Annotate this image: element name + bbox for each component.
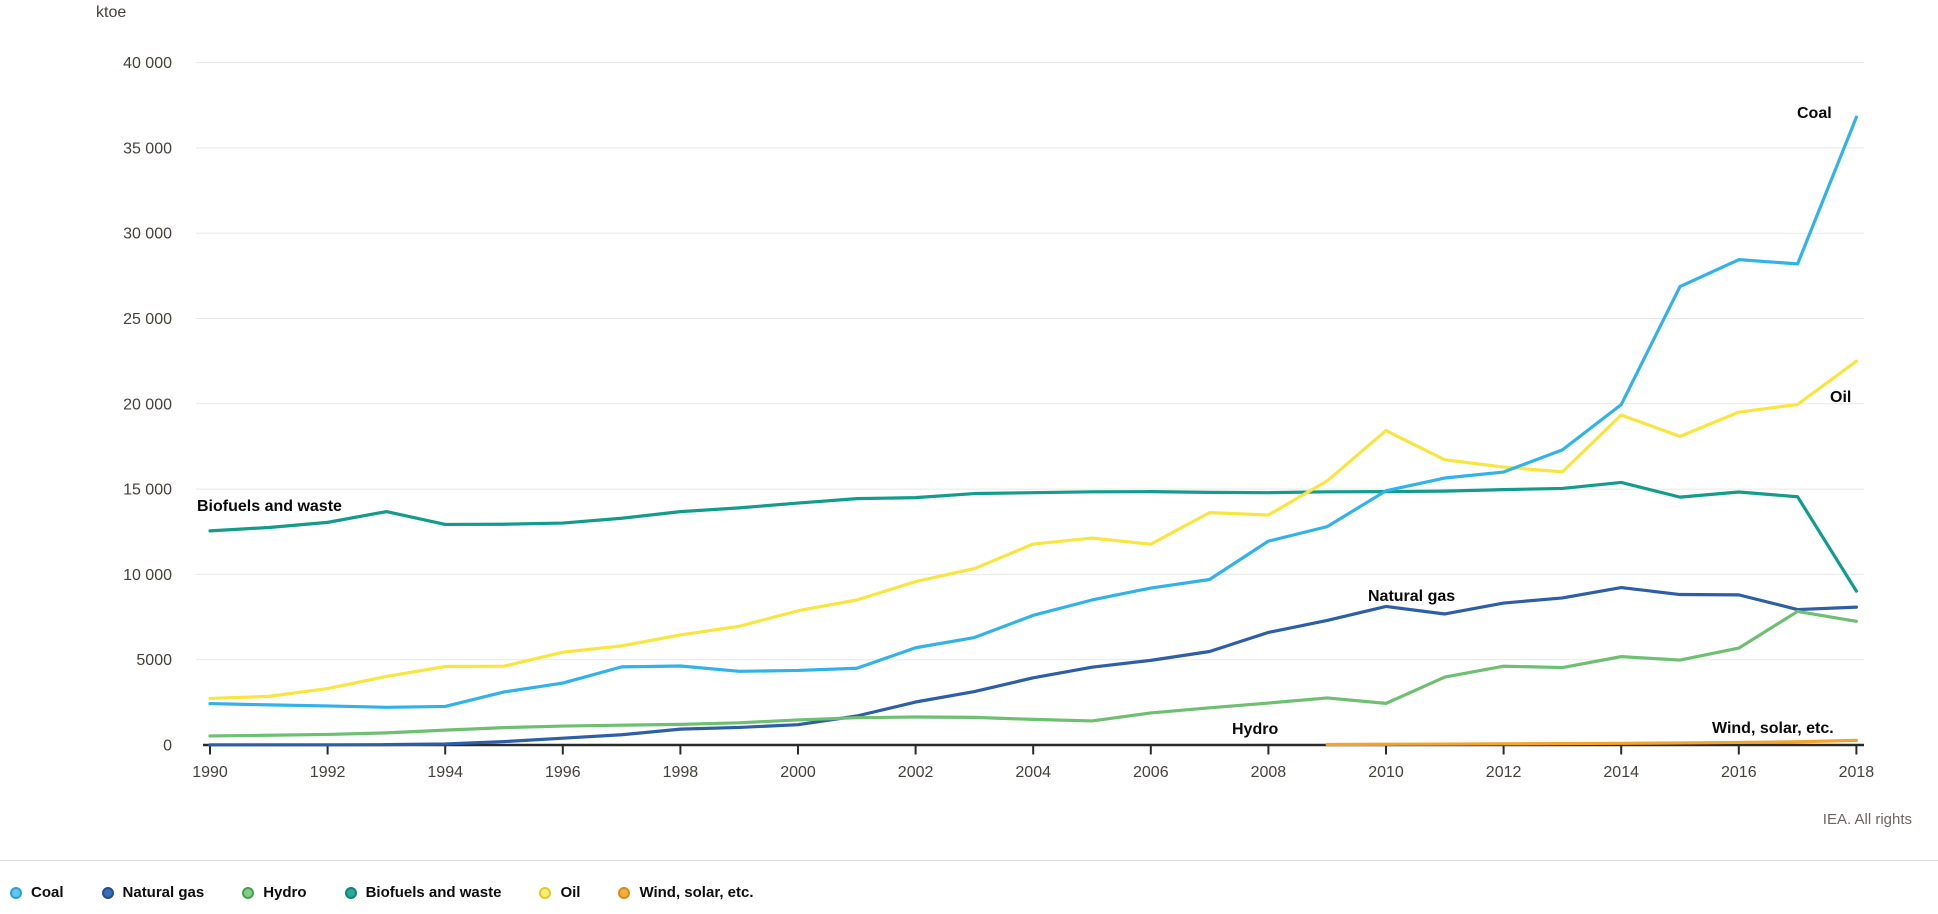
y-tick-label-20000: 20 000	[123, 396, 172, 413]
series-label-coal: Coal	[1797, 105, 1832, 122]
legend-item-biofuels-and-waste[interactable]: Biofuels and waste	[344, 884, 502, 901]
series-label-oil: Oil	[1830, 389, 1851, 406]
series-label-hydro: Hydro	[1232, 721, 1278, 738]
x-tick-label-2012: 2012	[1486, 764, 1522, 781]
legend-marker-hydro-icon	[242, 886, 255, 899]
legend-marker-wind-solar-etc-icon	[618, 886, 631, 899]
x-tick-label-1998: 1998	[663, 764, 699, 781]
y-tick-label-5000: 5000	[136, 652, 172, 669]
legend-marker-natural-gas-icon	[101, 886, 114, 899]
x-tick-label-2006: 2006	[1133, 764, 1169, 781]
x-tick-label-2014: 2014	[1603, 764, 1639, 781]
series-line-wind-solar-etc[interactable]	[1325, 738, 1859, 747]
series-label-natural-gas: Natural gas	[1368, 588, 1455, 605]
legend-divider	[0, 860, 1938, 861]
legend-label-coal: Coal	[31, 884, 64, 901]
series-label-wind-solar-etc: Wind, solar, etc.	[1712, 720, 1834, 737]
legend-item-oil[interactable]: Oil	[539, 884, 580, 901]
y-tick-label-35000: 35 000	[123, 140, 172, 157]
legend-marker-biofuels-and-waste-icon	[344, 886, 357, 899]
series-line-oil[interactable]	[208, 359, 1859, 701]
legend-item-hydro[interactable]: Hydro	[242, 884, 307, 901]
y-tick-label-30000: 30 000	[123, 226, 172, 243]
x-tick-label-1992: 1992	[310, 764, 346, 781]
y-tick-label-15000: 15 000	[123, 482, 172, 499]
legend: Coal Natural gas Hydro Biofuels and waste Oi…	[10, 884, 754, 901]
x-tick-label-2000: 2000	[780, 764, 816, 781]
x-tick-label-2016: 2016	[1721, 764, 1757, 781]
y-tick-label-10000: 10 000	[123, 567, 172, 584]
legend-label-hydro: Hydro	[263, 884, 307, 901]
series-line-coal[interactable]	[208, 115, 1859, 709]
legend-label-oil: Oil	[560, 884, 581, 901]
y-axis-unit-label: ktoe	[96, 4, 126, 21]
legend-label-wind-solar-etc: Wind, solar, etc.	[639, 884, 754, 901]
legend-label-biofuels-and-waste: Biofuels and waste	[365, 884, 502, 901]
x-tick-label-1996: 1996	[545, 764, 581, 781]
series-line-natural-gas[interactable]	[208, 585, 1859, 747]
series-line-hydro[interactable]	[208, 609, 1859, 738]
x-tick-label-2018: 2018	[1839, 764, 1875, 781]
x-tick-label-1994: 1994	[427, 764, 463, 781]
legend-item-wind-solar-etc[interactable]: Wind, solar, etc.	[618, 884, 754, 901]
y-tick-label-25000: 25 000	[123, 311, 172, 328]
x-tick-label-1990: 1990	[192, 764, 228, 781]
iea-watermark: IEA. All rights	[1822, 811, 1912, 828]
legend-marker-coal-icon	[10, 886, 22, 899]
y-tick-label-40000: 40 000	[123, 55, 172, 72]
legend-label-natural-gas: Natural gas	[122, 884, 205, 901]
energy-line-chart: ktoe 0 5000 10 000 15 000 20 000 25 000 30 000 3…	[96, 4, 1875, 781]
x-tick-label-2004: 2004	[1015, 764, 1051, 781]
legend-marker-oil-icon	[539, 886, 552, 899]
x-tick-label-2008: 2008	[1251, 764, 1287, 781]
x-tick-label-2002: 2002	[898, 764, 934, 781]
x-tick-label-2010: 2010	[1368, 764, 1404, 781]
series-line-biofuels-and-waste[interactable]	[208, 480, 1859, 593]
legend-item-natural-gas[interactable]: Natural gas	[101, 884, 205, 901]
legend-item-coal[interactable]: Coal	[10, 884, 64, 901]
y-tick-label-0: 0	[163, 738, 172, 755]
series-label-biofuels-and-waste: Biofuels and waste	[197, 498, 342, 515]
